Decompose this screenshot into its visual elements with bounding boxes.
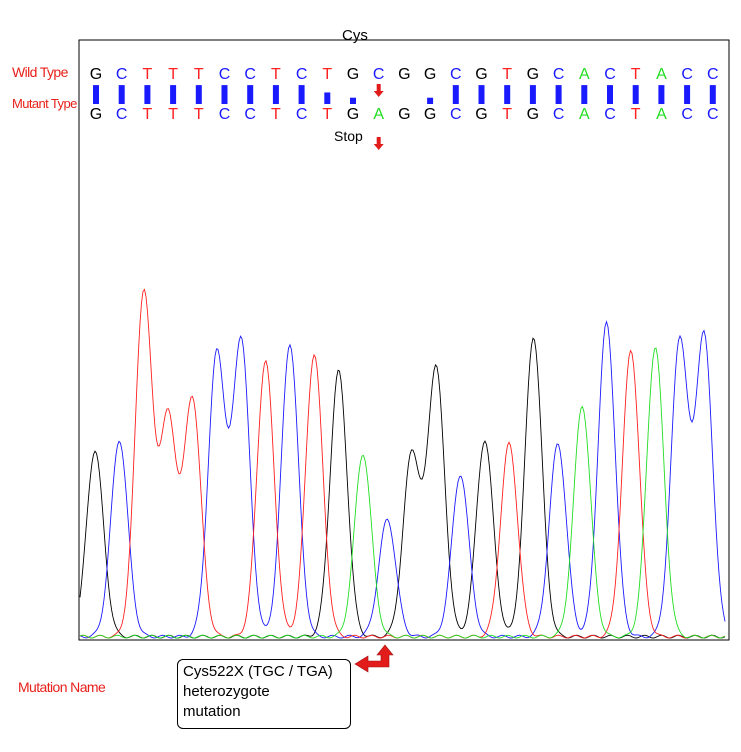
stop-label: Stop bbox=[334, 128, 363, 144]
mutant-type-base: G bbox=[424, 106, 436, 123]
mutant-type-base: A bbox=[579, 106, 590, 123]
trace-G bbox=[79, 337, 726, 639]
wild-type-base: G bbox=[90, 66, 102, 83]
stop-arrow-icon bbox=[373, 137, 384, 150]
codon-label: Cys bbox=[342, 27, 368, 44]
quality-bar bbox=[581, 85, 588, 104]
wild-type-base: T bbox=[168, 66, 178, 83]
wild-type-base: T bbox=[143, 66, 153, 83]
mutant-type-base: T bbox=[502, 106, 512, 123]
wild-type-base: C bbox=[681, 66, 693, 83]
mutant-type-base: G bbox=[347, 106, 359, 123]
mutant-type-base: C bbox=[219, 106, 231, 123]
quality-bar bbox=[324, 92, 331, 104]
quality-bar bbox=[709, 85, 716, 104]
mutant-type-base: T bbox=[322, 106, 332, 123]
mutant-type-base: C bbox=[553, 106, 565, 123]
mutant-type-base: C bbox=[707, 106, 719, 123]
quality-bar bbox=[427, 97, 434, 104]
wild-type-base: G bbox=[398, 66, 410, 83]
wild-type-base: C bbox=[707, 66, 719, 83]
trace-A bbox=[79, 347, 726, 639]
mutant-type-base: A bbox=[656, 106, 667, 123]
quality-bar bbox=[529, 85, 536, 104]
mutation-line-3: mutation bbox=[183, 703, 241, 720]
mutant-type-base: C bbox=[296, 106, 308, 123]
mutation-arrows bbox=[354, 84, 394, 673]
chromatogram-traces bbox=[79, 288, 726, 639]
quality-bar bbox=[632, 85, 639, 104]
quality-bar bbox=[118, 85, 125, 104]
wild-type-base: C bbox=[553, 66, 565, 83]
chromatogram-frame bbox=[78, 39, 730, 641]
mutant-type-base: G bbox=[475, 106, 487, 123]
wild-type-label: Wild Type bbox=[12, 64, 68, 80]
quality-bar bbox=[93, 85, 99, 104]
mutation-line-1: Cys522X (TGC / TGA) bbox=[183, 663, 333, 680]
wild-type-base: C bbox=[604, 66, 616, 83]
mutant-type-base: C bbox=[681, 106, 693, 123]
mutant-type-base: C bbox=[450, 106, 462, 123]
wild-type-base: G bbox=[475, 66, 487, 83]
mutant-type-base: C bbox=[244, 106, 256, 123]
quality-bar bbox=[555, 85, 562, 104]
quality-bar bbox=[272, 85, 279, 104]
trace-C bbox=[79, 320, 726, 639]
mutant-type-label: Mutant Type bbox=[12, 96, 77, 111]
wild-type-base: C bbox=[296, 66, 308, 83]
quality-bar bbox=[221, 85, 228, 104]
mutation-name-label: Mutation Name bbox=[18, 679, 106, 695]
wild-type-base: T bbox=[502, 66, 512, 83]
quality-bar bbox=[170, 85, 177, 104]
wild-type-base: C bbox=[450, 66, 462, 83]
quality-bar bbox=[684, 85, 691, 104]
mutant-type-base: G bbox=[527, 106, 539, 123]
quality-bar bbox=[144, 85, 151, 104]
mutation-description-box: Cys522X (TGC / TGA) heterozygote mutatio… bbox=[177, 659, 351, 729]
quality-bar bbox=[195, 85, 202, 104]
mutant-type-base: T bbox=[168, 106, 178, 123]
mutant-type-base: G bbox=[398, 106, 410, 123]
wild-type-base: C bbox=[219, 66, 231, 83]
mutation-line-2: heterozygote bbox=[183, 683, 270, 700]
wild-type-base: T bbox=[194, 66, 204, 83]
wild-type-base: T bbox=[322, 66, 332, 83]
quality-bar bbox=[504, 85, 511, 104]
mutant-type-base: T bbox=[631, 106, 641, 123]
quality-bars bbox=[93, 85, 716, 104]
wild-type-base: A bbox=[579, 66, 590, 83]
quality-bar bbox=[607, 85, 613, 104]
wild-type-base: C bbox=[373, 66, 385, 83]
bent-pointer-arrow-icon bbox=[354, 644, 394, 673]
quality-bar bbox=[247, 85, 254, 104]
wild-type-base: T bbox=[631, 66, 641, 83]
mutation-arrow-wild-icon bbox=[373, 84, 384, 97]
quality-bar bbox=[452, 85, 459, 104]
wild-type-base: C bbox=[244, 66, 256, 83]
quality-bar bbox=[658, 85, 665, 104]
mutant-type-base: T bbox=[143, 106, 153, 123]
mutant-type-base: G bbox=[90, 106, 102, 123]
quality-bar bbox=[350, 97, 356, 104]
trace-T bbox=[79, 288, 726, 639]
quality-bar bbox=[478, 85, 485, 104]
mutant-type-base: A bbox=[373, 106, 384, 123]
mutant-type-base: C bbox=[604, 106, 616, 123]
wild-type-base: G bbox=[347, 66, 359, 83]
wild-type-base: G bbox=[527, 66, 539, 83]
wild-type-base: C bbox=[116, 66, 128, 83]
quality-bar bbox=[298, 85, 305, 104]
mutant-type-base: C bbox=[116, 106, 128, 123]
mutant-type-base: T bbox=[271, 106, 281, 123]
wild-type-base: A bbox=[656, 66, 667, 83]
wild-type-base: T bbox=[271, 66, 281, 83]
mutant-type-base: T bbox=[194, 106, 204, 123]
wild-type-base: G bbox=[424, 66, 436, 83]
